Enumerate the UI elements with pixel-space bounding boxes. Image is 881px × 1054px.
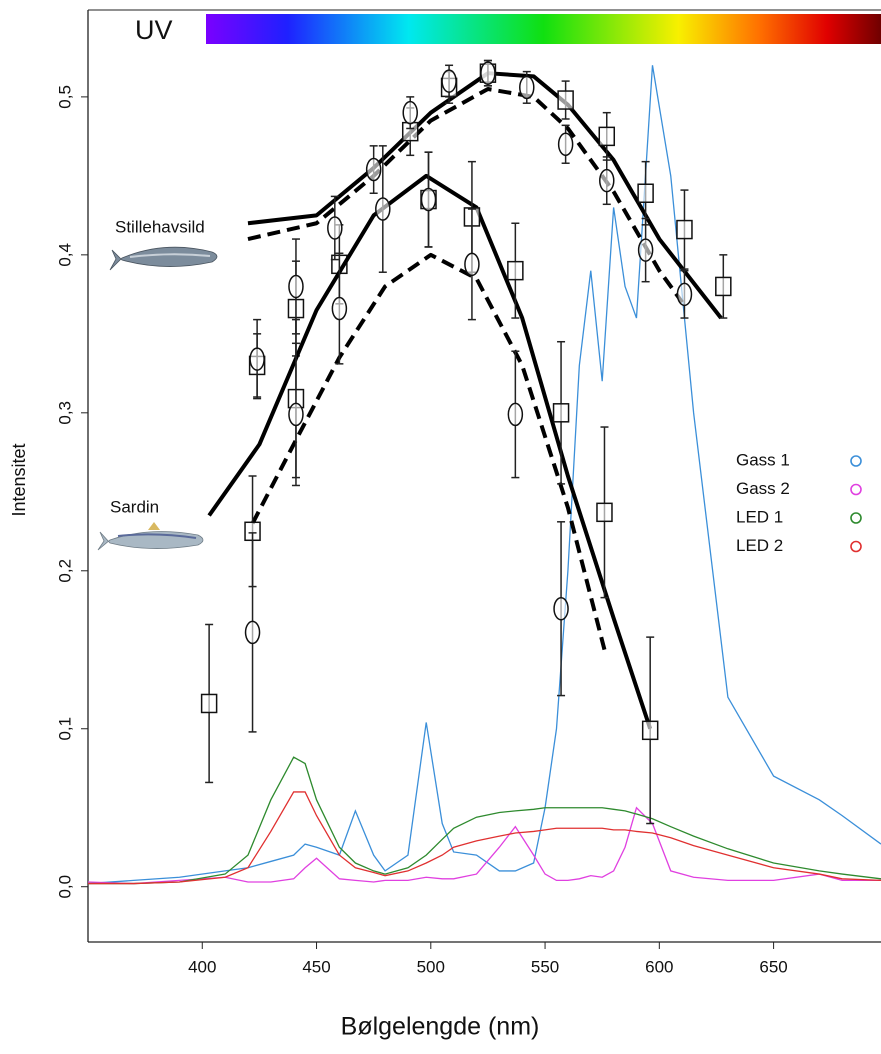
fit-curve (207, 173, 653, 730)
y-tick-label: 0,5 (55, 85, 74, 109)
x-tick-label: 650 (759, 957, 787, 976)
y-tick-label: 0,2 (55, 559, 74, 583)
square-marker (557, 90, 574, 110)
species-label: Sardin (110, 497, 159, 516)
circle-marker (637, 238, 654, 262)
spectrum-bar (206, 14, 881, 44)
legend-marker (850, 455, 862, 467)
square-marker (715, 276, 732, 297)
square-marker (637, 183, 654, 203)
circle-marker (480, 61, 496, 85)
square-marker (641, 720, 659, 741)
circle-marker (599, 168, 615, 193)
spectrum-line (88, 756, 881, 885)
legend-label: Gass 2 (736, 479, 790, 498)
circle-marker (244, 620, 261, 645)
circle-marker (557, 132, 574, 157)
square-marker (507, 260, 524, 281)
legend-marker (850, 540, 862, 553)
circle-marker (553, 596, 569, 621)
circle-marker (327, 216, 343, 240)
x-tick-label: 450 (302, 957, 330, 976)
fit-curve (247, 71, 723, 320)
y-tick-label: 0,1 (55, 717, 74, 741)
circle-marker (402, 100, 418, 125)
y-axis-title: Intensitet (9, 443, 29, 516)
square-marker (676, 219, 693, 240)
x-tick-label: 500 (417, 957, 445, 976)
circle-marker (519, 75, 535, 100)
x-axis-title: Bølgelengde (nm) (341, 1013, 540, 1041)
circle-marker (441, 69, 457, 93)
spectrum-line (88, 791, 881, 885)
circle-marker (507, 402, 524, 427)
legend-marker (850, 512, 862, 524)
x-tick-label: 400 (188, 957, 216, 976)
circle-marker (375, 197, 391, 221)
plot-area (87, 59, 881, 885)
square-marker (552, 403, 570, 423)
x-tick-label: 600 (645, 957, 673, 976)
legend-label: Gass 1 (736, 450, 790, 469)
y-tick-label: 0,3 (55, 401, 74, 425)
fit-curve (247, 86, 684, 304)
fit-curve (250, 252, 607, 651)
circle-marker (676, 282, 693, 307)
legend-label: LED 2 (736, 536, 783, 555)
circle-marker (331, 296, 348, 321)
circle-marker (249, 347, 265, 371)
circle-marker (464, 252, 480, 277)
spectrum-label: UV (135, 15, 173, 45)
spectrum-line (87, 806, 881, 885)
x-tick-label: 550 (531, 957, 559, 976)
fish-icon (97, 522, 204, 551)
legend-label: LED 1 (736, 507, 783, 526)
circle-marker (288, 402, 304, 427)
y-tick-label: 0,0 (55, 875, 74, 899)
square-marker (200, 693, 218, 714)
circle-marker (420, 187, 437, 212)
species-label: Stillehavsild (115, 217, 205, 236)
square-marker (596, 502, 613, 523)
fish-icon (109, 246, 218, 271)
spectrum-line (87, 65, 881, 885)
legend-marker (850, 483, 862, 496)
circle-marker (365, 157, 382, 182)
square-marker (598, 126, 616, 147)
y-tick-label: 0,4 (55, 243, 74, 267)
circle-marker (288, 274, 304, 299)
